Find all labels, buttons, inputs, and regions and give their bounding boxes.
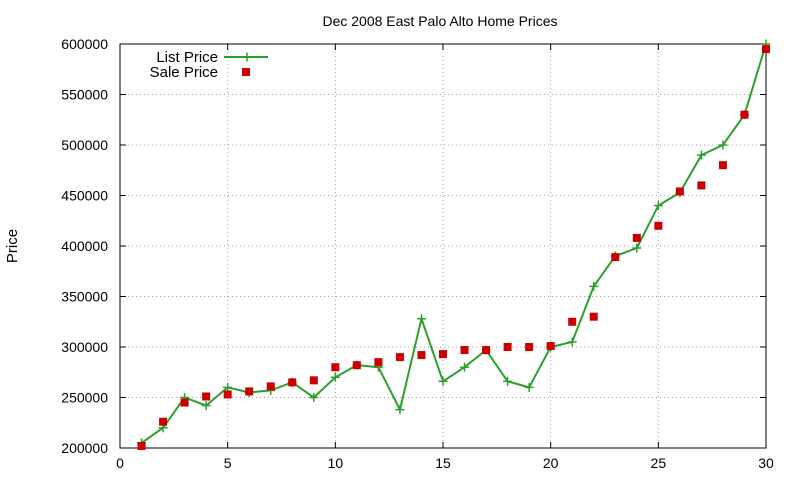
list-price-point [718, 140, 728, 150]
y-tick-label: 350000 [61, 289, 108, 305]
list-price-point [632, 243, 642, 253]
series-sale-price [137, 45, 770, 450]
sale-price-point [568, 317, 577, 326]
sale-price-point [266, 382, 275, 391]
sale-price-point [202, 392, 211, 401]
tick-labels: 0 5 10 15 20 25 30 200000 250000 300000 350000 4000… [61, 36, 774, 471]
list-price-point [395, 405, 405, 415]
sale-price-point [740, 110, 749, 119]
sale-price-point [611, 253, 620, 262]
sale-price-point [503, 343, 512, 351]
plot-frame [119, 43, 767, 449]
sale-price-point [180, 398, 189, 407]
series-list-price [137, 39, 771, 448]
sale-price-point [675, 187, 684, 196]
list-price-point [309, 393, 319, 402]
list-price-point [653, 201, 663, 211]
list-price-point [696, 150, 706, 160]
list-price-point [524, 382, 534, 392]
list-price-point [201, 401, 211, 411]
x-tick-label: 20 [543, 455, 559, 471]
sale-price-point [374, 358, 383, 367]
sale-price-point [482, 346, 491, 355]
list-price-point [589, 281, 599, 291]
sale-price-point [654, 221, 663, 230]
y-tick-label: 550000 [61, 87, 108, 103]
sale-price-point [460, 346, 469, 355]
list-price-point [567, 337, 577, 347]
series-layer [137, 39, 771, 450]
sale-price-point [309, 376, 318, 385]
sale-price-point [546, 341, 555, 350]
sale-price-point [352, 361, 361, 370]
sale-price-point [137, 441, 146, 450]
sale-price-point [439, 350, 447, 359]
x-tick-label: 30 [758, 455, 774, 471]
sale-price-point [718, 161, 727, 170]
y-tick-label: 500000 [61, 137, 108, 153]
y-axis-title: Price [4, 229, 21, 263]
list-price-point [438, 376, 448, 386]
sale-price-point [395, 353, 404, 362]
y-tick-label: 600000 [61, 36, 108, 52]
x-tick-label: 5 [224, 455, 232, 471]
list-price-line [140, 43, 767, 444]
sale-price-point [632, 233, 641, 242]
sale-price-point [589, 312, 598, 321]
y-tick-label: 200000 [61, 440, 108, 456]
list-price-point [460, 362, 470, 372]
sale-price-point [331, 363, 340, 372]
legend-square-marker [242, 68, 250, 76]
legend-plus-marker [242, 52, 252, 62]
legend-label: Sale Price [150, 64, 218, 81]
y-tick-label: 300000 [61, 339, 108, 355]
sale-price-point [288, 378, 297, 387]
chart-title: Dec 2008 East Palo Alto Home Prices [322, 13, 557, 29]
sale-price-point [525, 343, 534, 351]
x-tick-label: 0 [116, 455, 124, 471]
sale-price-point [223, 390, 232, 399]
list-price-point [330, 372, 340, 382]
y-tick-label: 250000 [61, 390, 108, 406]
sale-price-point [697, 181, 706, 190]
sale-price-point [159, 417, 168, 426]
y-tick-label: 400000 [61, 238, 108, 254]
x-tick-label: 25 [651, 455, 667, 471]
list-price-point [416, 314, 426, 324]
y-tick-label: 450000 [61, 188, 108, 204]
list-price-point [223, 382, 233, 392]
x-tick-label: 15 [435, 455, 451, 471]
sale-price-point [417, 351, 426, 360]
sale-price-point [762, 45, 770, 54]
legend-label: List Price [156, 49, 218, 66]
sale-price-point [245, 387, 254, 396]
x-tick-label: 10 [328, 455, 344, 471]
list-price-point [503, 376, 513, 386]
grid-lines [120, 44, 766, 448]
